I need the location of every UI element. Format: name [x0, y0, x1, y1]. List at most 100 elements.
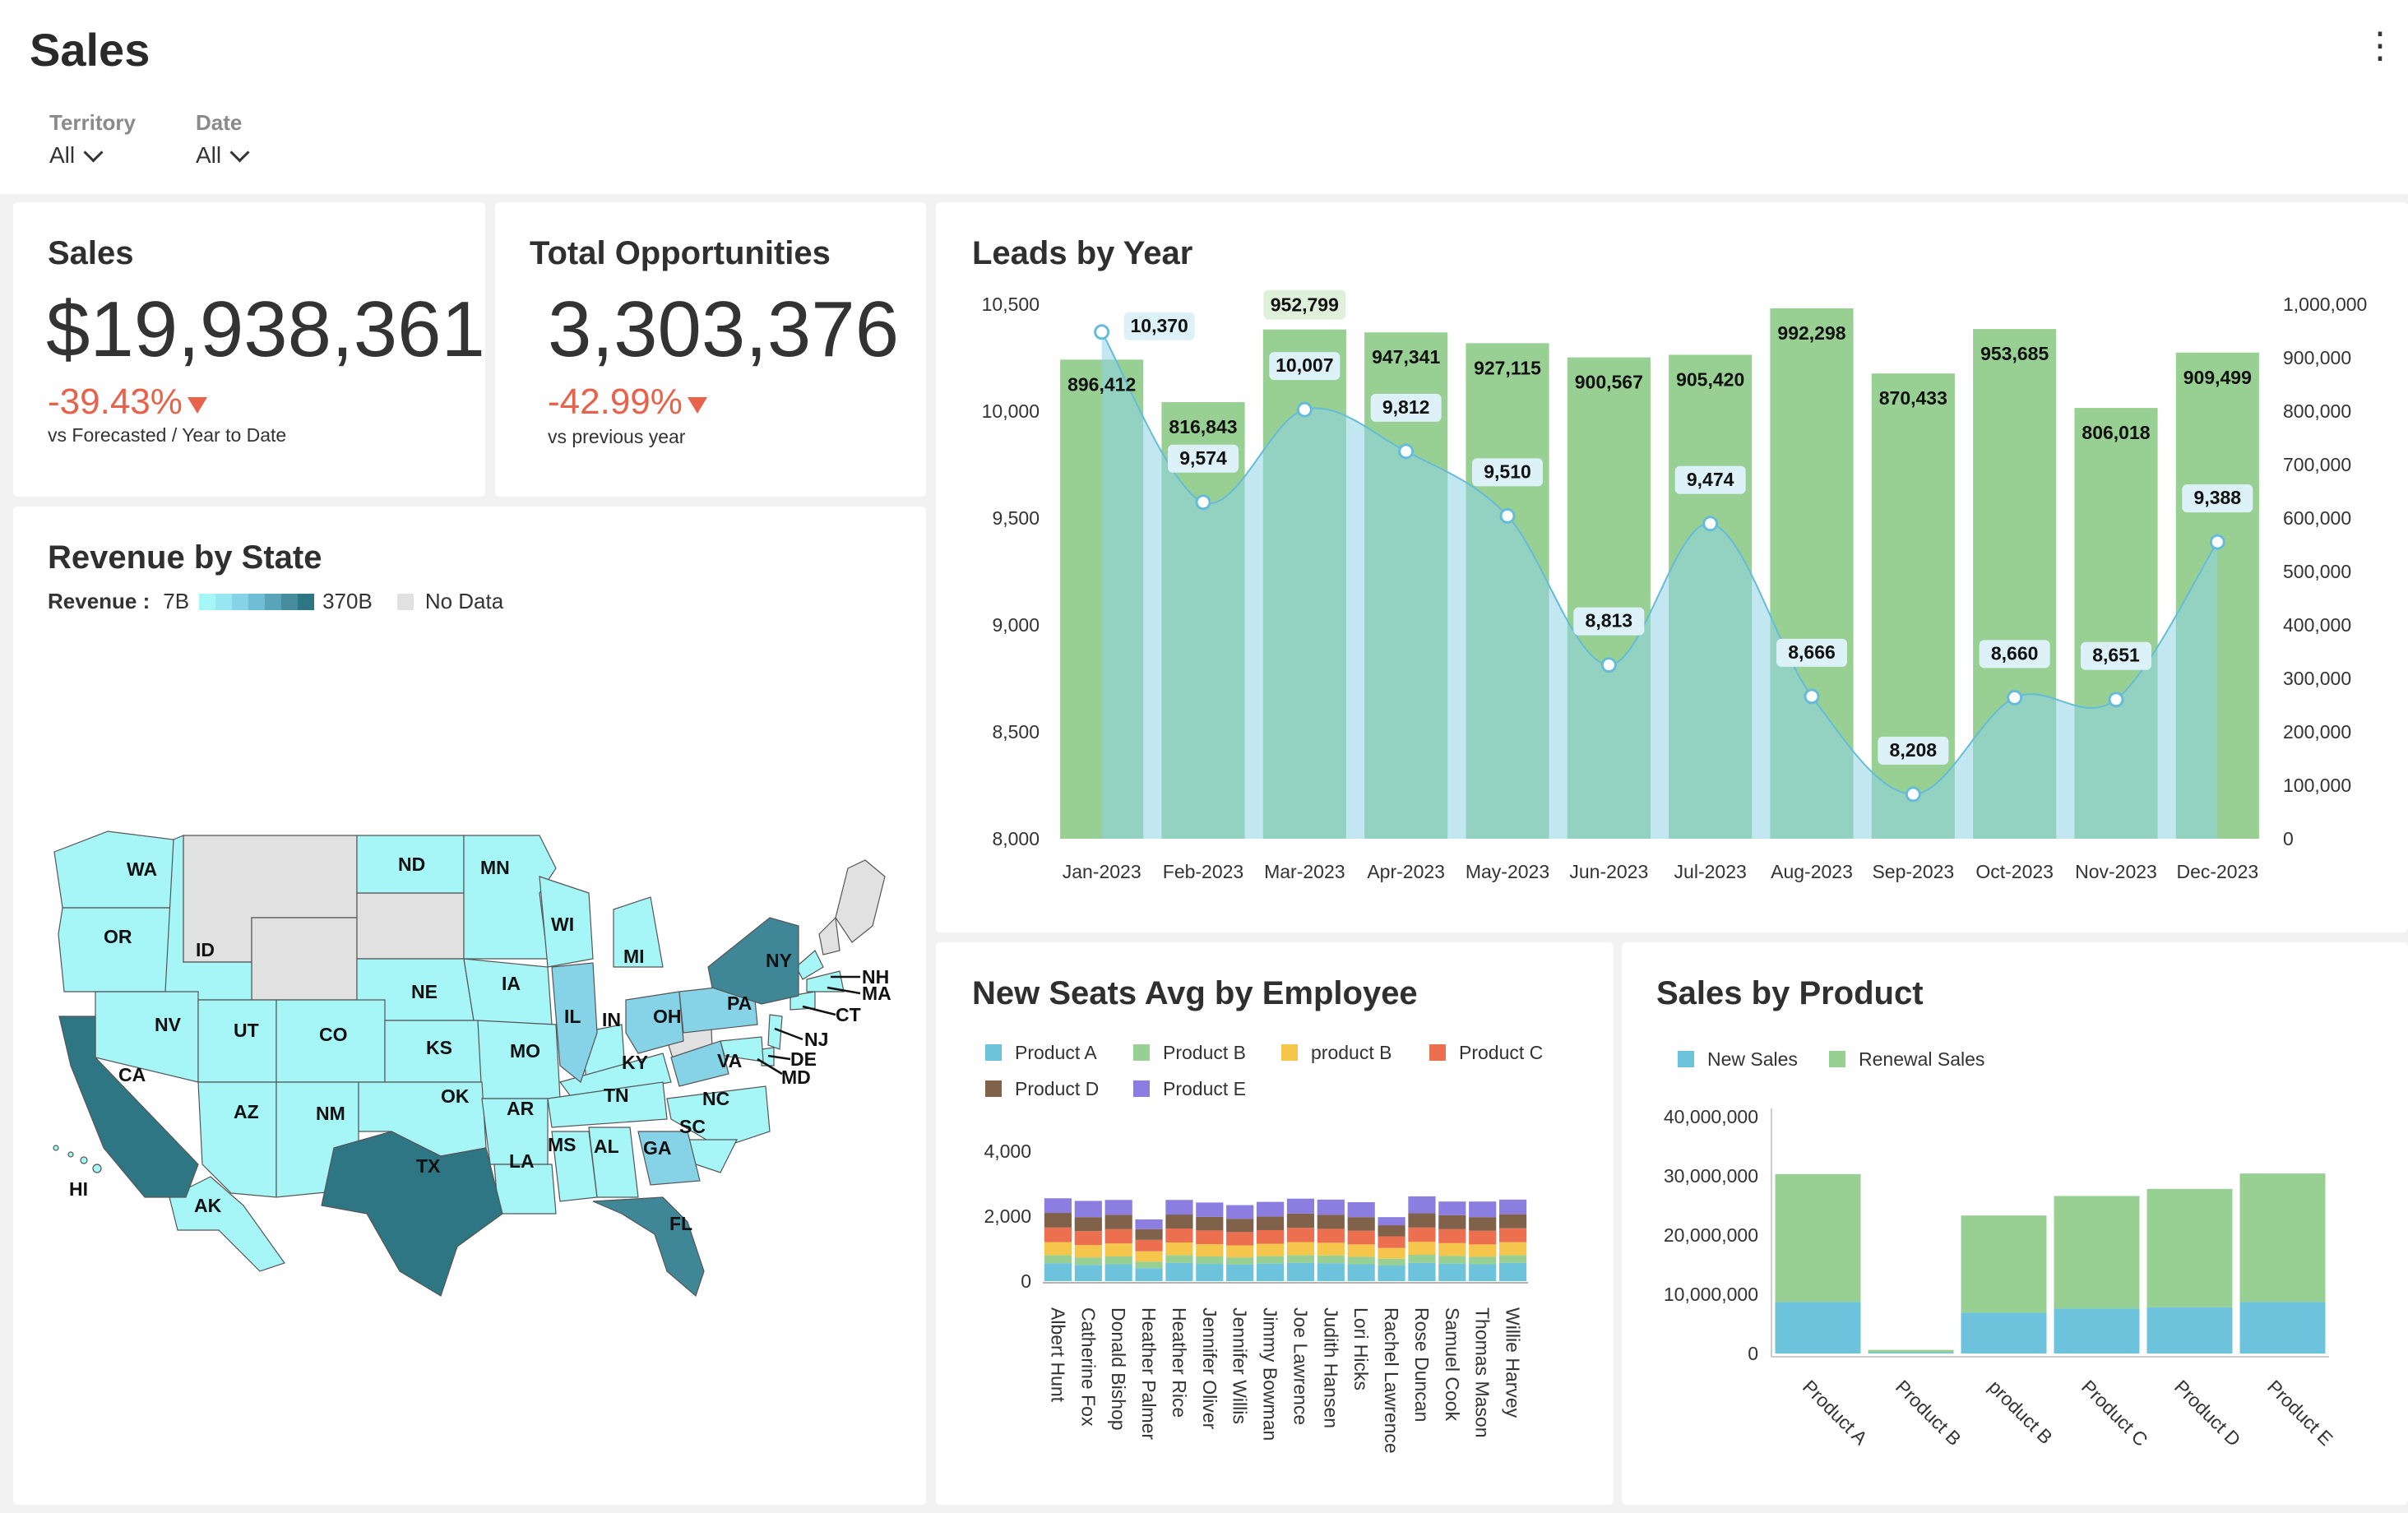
x-tick-label: Lori Hicks [1350, 1307, 1372, 1390]
leads-by-year-card[interactable]: Leads by Year 10,500 10,000 9,500 9,000 8,50… [936, 202, 2408, 932]
bar-value-label: 909,499 [2183, 367, 2252, 388]
x-tick-label: Heather Palmer [1138, 1307, 1160, 1440]
line-point [1702, 516, 1719, 532]
kpi-value: 3,303,376 [548, 285, 900, 373]
legend-label: Product E [1163, 1078, 1246, 1099]
stacked-bar-segment [1347, 1230, 1375, 1245]
state-NC [666, 1085, 771, 1149]
leads-chart[interactable]: 10,500 10,000 9,500 9,000 8,500 8,000 1,000,00… [936, 202, 2408, 932]
stacked-bar-segment [2146, 1188, 2233, 1307]
stacked-bar-segment [1378, 1258, 1405, 1266]
stacked-bar-segment [1347, 1256, 1375, 1265]
line-label-bg [1123, 312, 1195, 340]
stacked-bar-segment [1135, 1268, 1163, 1281]
y-right-tick-label: 800,000 [2283, 400, 2351, 422]
stacked-bar-segment [1498, 1255, 1527, 1263]
state-label: NV [155, 1014, 182, 1035]
stacked-bar-segment [1256, 1229, 1285, 1244]
stacked-bar-segment [1074, 1257, 1102, 1265]
line-label-bg [1269, 352, 1341, 381]
stacked-bar-segment [1775, 1302, 1861, 1353]
bar-value-label: 927,115 [1474, 357, 1541, 378]
state-label: SC [679, 1116, 706, 1137]
state-NY [707, 917, 799, 1005]
line-value-label: 8,813 [1586, 610, 1633, 632]
bar-label-bg [1263, 289, 1346, 320]
opportunities-kpi-card[interactable]: Total Opportunities 3,303,376 -42.99% vs… [495, 202, 926, 497]
stacked-bar-segment [1498, 1214, 1527, 1228]
state-FL [592, 1196, 705, 1298]
line-point [1094, 324, 1110, 340]
stacked-bar-segment [1408, 1227, 1436, 1242]
stacked-bar-segment [1074, 1231, 1102, 1246]
line-point [1296, 401, 1313, 418]
filter-territory[interactable]: Territory All [49, 110, 136, 169]
state-IL [551, 962, 598, 1084]
state-VA [670, 1040, 729, 1087]
line-point [1195, 494, 1211, 511]
x-tick-label: Heather Rice [1169, 1307, 1190, 1418]
x-tick-label: Product E [2263, 1376, 2337, 1450]
line-value-label: 9,388 [2194, 487, 2242, 508]
revenue-by-state-card[interactable]: Revenue by State Revenue : 7B 370B No Da… [13, 507, 926, 1505]
filter-date-dropdown[interactable]: All [196, 141, 250, 169]
state-label: DE [790, 1048, 817, 1070]
state-label: NE [411, 981, 438, 1002]
state-label: MN [480, 857, 510, 878]
more-vertical-icon[interactable]: ⋮ [2362, 25, 2398, 66]
stacked-bar-segment [1196, 1202, 1224, 1217]
map-legend: Revenue : 7B 370B No Data [48, 589, 503, 614]
y-right-tick-label: 0 [2283, 828, 2294, 849]
state-AZ [197, 1081, 277, 1198]
stacked-bar-segment [1498, 1228, 1527, 1242]
x-tick-label: Aug-2023 [1771, 861, 1853, 882]
state-label: AL [594, 1136, 619, 1157]
kpi-delta: -42.99% [548, 382, 707, 423]
stacked-bar-segment [1044, 1198, 1072, 1214]
state-label: HI [69, 1178, 88, 1200]
filter-territory-dropdown[interactable]: All [49, 141, 136, 169]
stacked-bar-segment [1775, 1173, 1861, 1302]
x-tick-label: Catherine Fox [1077, 1307, 1099, 1427]
bar-value-label: 952,799 [1271, 294, 1339, 316]
filter-territory-value: All [49, 142, 76, 168]
x-tick-label: Product C [2077, 1376, 2152, 1451]
card-title: Leads by Year [972, 235, 1193, 271]
y-left-tick-label: 9,500 [992, 507, 1040, 529]
legend-label: Renewal Sales [1859, 1048, 1984, 1070]
stacked-bar-segment [1044, 1227, 1072, 1242]
stacked-bar-segment [1135, 1219, 1163, 1229]
new-seats-chart[interactable]: Product A Product B product B Product C Prod… [936, 942, 1614, 1505]
stacked-bar-segment [1165, 1255, 1193, 1263]
line-point [2108, 692, 2124, 708]
legend-label: Product A [1015, 1042, 1097, 1063]
sales-by-product-card[interactable]: Sales by Product New Sales Renewal Sales 4… [1622, 942, 2408, 1505]
stacked-bar-segment [1469, 1201, 1497, 1218]
sales-kpi-card[interactable]: Sales $19,938,361 -39.43% vs Forecasted … [13, 202, 485, 497]
state-label: MI [623, 946, 645, 967]
stacked-bar-segment [1226, 1205, 1254, 1219]
stacked-bar-segment [1347, 1244, 1375, 1257]
us-map[interactable]: WA OR ID ND MN WI MI NY NH MA CT NJ DE M… [13, 507, 926, 1505]
x-tick-label: Jennifer Willis [1229, 1307, 1251, 1424]
state-label: OK [441, 1085, 470, 1107]
no-data-swatch [396, 593, 414, 610]
state-label: CA [118, 1064, 146, 1085]
x-tick-label: Rachel Lawrence [1381, 1307, 1402, 1454]
stacked-bar-segment [1135, 1251, 1163, 1262]
line-point [2209, 534, 2225, 550]
y-right-tick-label: 300,000 [2283, 668, 2351, 689]
legend-swatch [985, 1080, 1002, 1097]
stacked-bar-segment [1196, 1243, 1224, 1256]
bar-value-label: 806,018 [2082, 422, 2150, 443]
stacked-bar-segment [1498, 1199, 1527, 1215]
new-seats-card[interactable]: New Seats Avg by Employee Product A Produ… [936, 942, 1614, 1505]
line-point [1499, 507, 1516, 524]
state-AK [169, 1176, 285, 1272]
line-label-bg [2081, 641, 2151, 670]
state-label: KY [622, 1052, 648, 1073]
stacked-bar-segment [1104, 1215, 1132, 1229]
y-tick-label: 0 [1748, 1343, 1758, 1364]
sales-by-product-chart[interactable]: New Sales Renewal Sales 40,000,000 30,000,0… [1622, 942, 2408, 1505]
filter-date[interactable]: Date All [196, 110, 250, 169]
